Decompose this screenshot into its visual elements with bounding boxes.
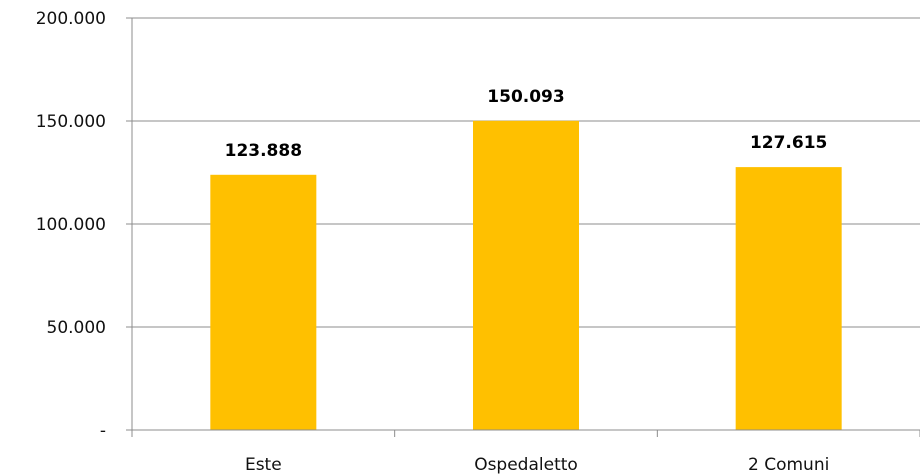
bar <box>473 120 579 431</box>
bar <box>735 167 842 430</box>
data-label: 150.093 <box>487 87 564 107</box>
data-label: 127.615 <box>750 133 827 153</box>
y-tick-label: 50.000 <box>47 318 106 338</box>
labels: - 50.000 100.000 150.000 200.000 123.888 Este 1… <box>36 9 830 475</box>
bar <box>210 174 317 430</box>
y-tick-label: 100.000 <box>36 215 106 235</box>
y-tick-label: 150.000 <box>36 112 106 132</box>
x-category-label: Este <box>245 455 282 475</box>
axes <box>126 17 920 437</box>
y-tick-label: - <box>100 421 106 441</box>
x-category-label: Ospedaletto <box>474 455 578 475</box>
x-category-label: 2 Comuni <box>748 455 829 475</box>
bars <box>210 120 842 431</box>
y-tick-label: 200.000 <box>36 9 106 29</box>
data-label: 123.888 <box>225 141 302 161</box>
